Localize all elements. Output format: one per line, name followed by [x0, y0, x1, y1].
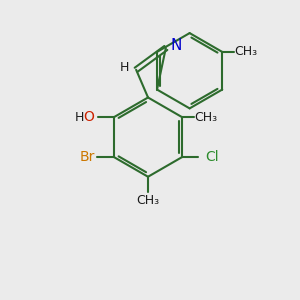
- Text: Br: Br: [79, 150, 94, 164]
- Text: CH₃: CH₃: [234, 45, 258, 58]
- Text: H: H: [120, 61, 129, 74]
- Text: CH₃: CH₃: [136, 194, 160, 207]
- Text: O: O: [83, 110, 94, 124]
- Text: Cl: Cl: [205, 150, 219, 164]
- Text: H: H: [74, 111, 84, 124]
- Text: CH₃: CH₃: [195, 111, 218, 124]
- Text: N: N: [170, 38, 182, 53]
